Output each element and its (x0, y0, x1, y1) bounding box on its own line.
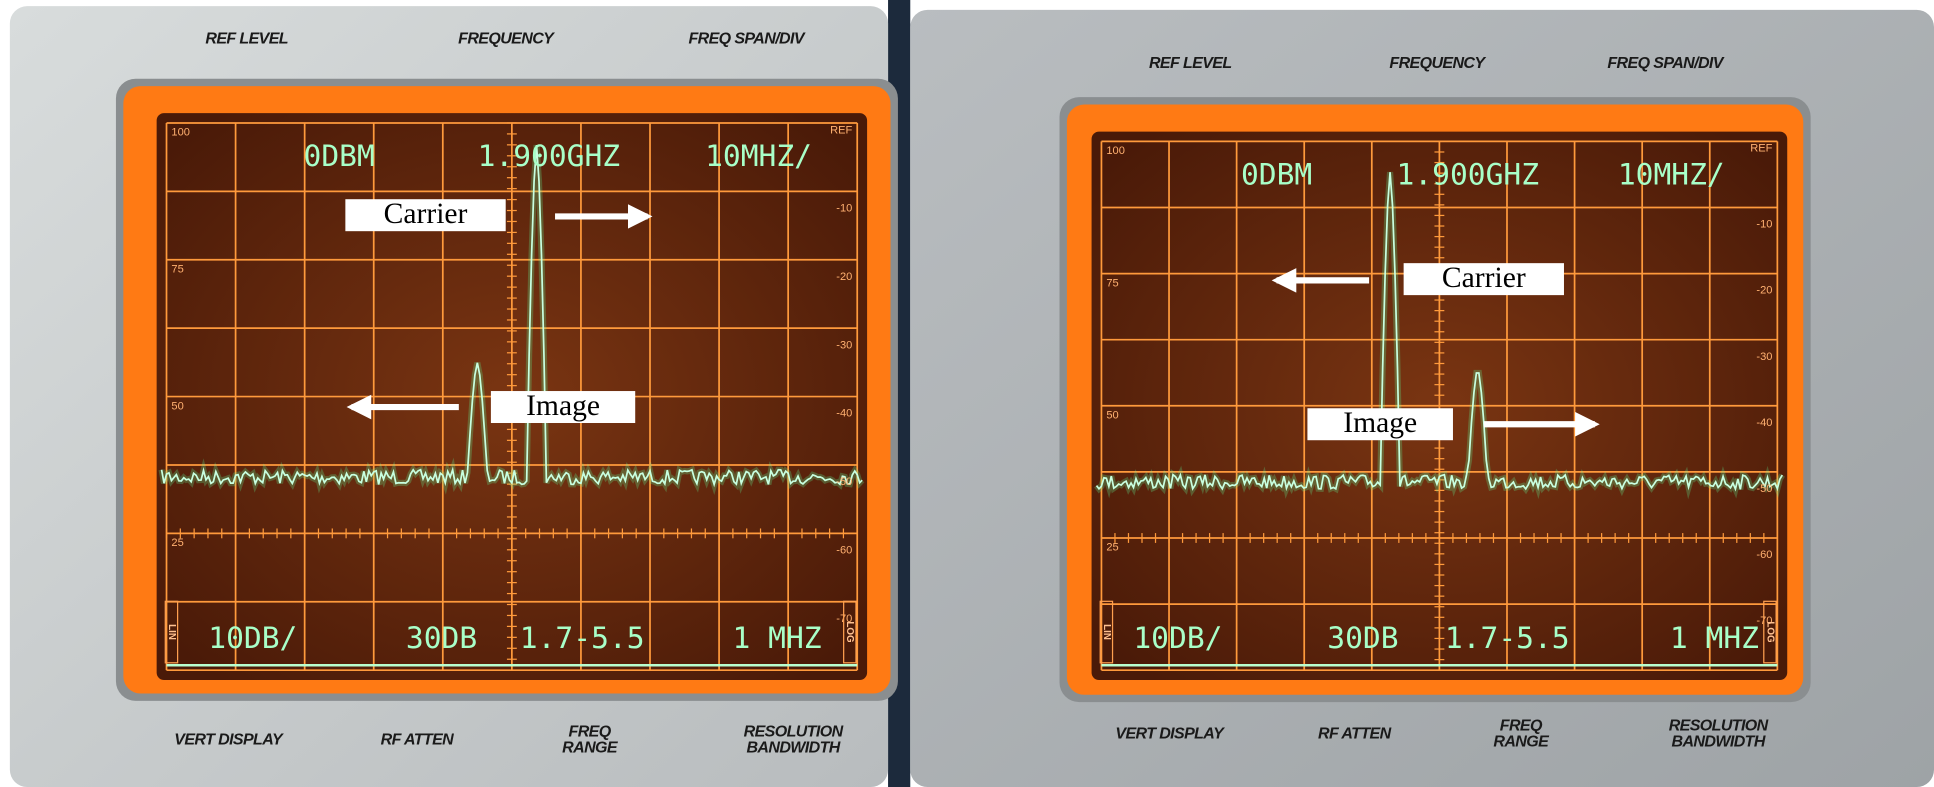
scale-label: 100 (1106, 145, 1125, 157)
bezel-label: FREQUENCY (458, 31, 555, 48)
bezel-label: FREQUENCY (1389, 55, 1486, 72)
analyzer-panel: REF LEVEL FREQUENCY FREQ SPAN/DIV VERT DISP… (10, 6, 898, 787)
scale-label: REF (830, 124, 852, 136)
side-label: LOG (1764, 621, 1775, 643)
scale-label: -60 (836, 545, 852, 557)
scale-label: -50 (1756, 483, 1772, 495)
scale-label: -20 (1756, 285, 1772, 297)
bezel-label: REF LEVEL (1149, 55, 1232, 72)
scale-label: 25 (1106, 542, 1118, 554)
annotation: Carrier (1442, 262, 1526, 294)
readout: 0DBM (304, 139, 375, 173)
readout: 1.7-5.5 (520, 621, 645, 655)
scale-label: 25 (171, 537, 183, 549)
bezel-label: VERT DISPLAY (1115, 725, 1225, 742)
side-label: LOG (844, 621, 855, 643)
side-label: LIN (166, 624, 177, 640)
readout: 1.7-5.5 (1445, 621, 1570, 655)
bezel-label: RANGE (562, 740, 619, 757)
scale-label: -30 (836, 339, 852, 351)
scale-label: -50 (836, 476, 852, 488)
readout: 0DBM (1241, 157, 1312, 191)
scale-label: 50 (1106, 410, 1118, 422)
readout: 1.900GHZ (1397, 157, 1540, 191)
scale-label: 100 (171, 127, 190, 139)
bezel-label: FREQ SPAN/DIV (688, 31, 805, 48)
annotation: Carrier (384, 198, 468, 230)
scale-label: REF (1750, 143, 1772, 155)
readout: 10DB/ (208, 621, 297, 655)
bezel-label: RF ATTEN (381, 732, 455, 749)
scale-label: -40 (1756, 417, 1772, 429)
bezel-label: RESOLUTION (1669, 717, 1769, 734)
scale-label: -60 (1756, 549, 1772, 561)
bezel-label: FREQ (1500, 717, 1543, 734)
annotation: Image (526, 390, 600, 422)
analyzer-panel: REF LEVEL FREQUENCY FREQ SPAN/DIV VERT DISP… (910, 10, 1934, 787)
bezel-label: BANDWIDTH (746, 740, 840, 757)
side-label: LIN (1101, 624, 1112, 640)
readout: 30DB (1327, 621, 1398, 655)
readout: 1 MHZ (1670, 621, 1759, 655)
bezel-label: BANDWIDTH (1672, 733, 1766, 750)
annotation: Image (1343, 407, 1417, 439)
scale-label: -10 (836, 203, 852, 215)
bezel-label: VERT DISPLAY (174, 732, 284, 749)
scale-label: -10 (1756, 219, 1772, 231)
page: {"panels": [ {"header_labels": ["REF LEV… (0, 0, 1934, 787)
scale-label: -20 (836, 271, 852, 283)
readout: 30DB (406, 621, 477, 655)
scale-label: 75 (1106, 277, 1118, 289)
bezel-label: REF LEVEL (205, 31, 288, 48)
scale-label: 50 (171, 400, 183, 412)
readout: 1 MHZ (733, 621, 822, 655)
readout: 10MHZ/ (705, 139, 812, 173)
bezel-label: FREQ SPAN/DIV (1607, 55, 1724, 72)
bezel-label: RESOLUTION (744, 724, 844, 741)
scale-label: 75 (171, 264, 183, 276)
readout: 10DB/ (1133, 621, 1222, 655)
screenshot: REF LEVEL FREQUENCY FREQ SPAN/DIV VERT DISP… (0, 0, 1934, 787)
scale-label: -40 (836, 408, 852, 420)
readout: 1.900GHZ (478, 139, 621, 173)
readout: 10MHZ/ (1618, 157, 1725, 191)
bezel-label: RANGE (1493, 733, 1550, 750)
bezel-label: FREQ (569, 724, 612, 741)
scale-label: -30 (1756, 351, 1772, 363)
bezel-label: RF ATTEN (1318, 725, 1392, 742)
